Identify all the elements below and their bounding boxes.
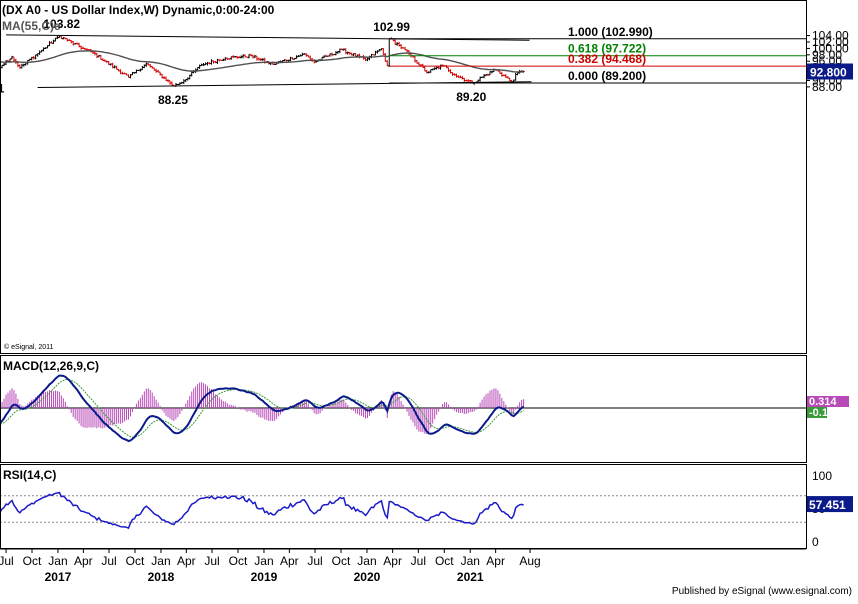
macd-last-value: 0.314 [809, 396, 837, 408]
year-tick-label: 2020 [354, 570, 381, 584]
date-tick-label: Jul [101, 554, 116, 568]
ma-line [1, 50, 524, 73]
macd-signal-line [1, 378, 524, 438]
price-y-tick-label: 88.00 [812, 80, 842, 94]
year-tick-label: 2021 [457, 570, 484, 584]
chart-title: (DX A0 - US Dollar Index,W) Dynamic,0:00… [2, 3, 275, 17]
rsi-y-tick-label: 0 [812, 535, 819, 549]
date-tick-label: Apr [74, 554, 93, 568]
price-annotation: 88.25 [158, 93, 188, 107]
date-tick-label: Apr [383, 554, 402, 568]
rsi-line [1, 491, 524, 530]
date-tick-label: Apr [486, 554, 505, 568]
year-tick-label: 2017 [45, 570, 72, 584]
price-panel [0, 0, 807, 354]
price-series: 1.000 (102.990) 0.618 (97.722)0.382 (94.4… [0, 17, 806, 107]
macd-series [1, 374, 806, 443]
footer-credit: Published by eSignal (www.esignal.com) [671, 586, 852, 597]
price-annotation: 91.91 [0, 81, 5, 95]
year-tick-label: 2019 [251, 570, 278, 584]
date-tick-label: Jul [411, 554, 426, 568]
date-tick-label: Jan [357, 554, 376, 568]
date-tick-label: Oct [332, 554, 351, 568]
macd-panel [0, 355, 807, 463]
price-y-tick-label: 100.00 [812, 41, 849, 55]
macd-badge-bg [807, 396, 849, 407]
rsi-series [1, 491, 806, 530]
date-tick-label: Jan [254, 554, 273, 568]
fib-level-label: 0.000 (89.200) [568, 69, 646, 83]
price-y-tick-label: 98.00 [812, 48, 842, 62]
macd-title: MACD(12,26,9,C) [3, 359, 99, 373]
rsi-y-tick-label: 100 [812, 469, 832, 483]
price-annotation: 103.82 [43, 17, 80, 31]
date-tick-label: Jul [204, 554, 219, 568]
date-tick-label: Aug [519, 554, 540, 568]
date-tick-label: Jul [0, 554, 14, 568]
date-tick-label: Jan [461, 554, 480, 568]
date-tick-label: Jul [307, 554, 322, 568]
rsi-badge [807, 496, 853, 513]
signal-last-value: -0.1 [809, 407, 828, 419]
price-annotation: 89.20 [456, 90, 486, 104]
fib-level-label: 0.618 (97.722) [568, 42, 646, 56]
date-tick-label: Jan [48, 554, 67, 568]
last-price-value: 92.800 [810, 65, 847, 79]
year-tick-label: 2018 [148, 570, 175, 584]
date-tick-label: Oct [126, 554, 145, 568]
price-y-tick-label: 104.00 [812, 29, 849, 43]
last-price-badge [807, 63, 853, 80]
date-tick-label: Oct [435, 554, 454, 568]
rsi-panel [0, 464, 807, 549]
trendline [6, 34, 530, 41]
date-tick-label: Apr [280, 554, 299, 568]
date-tick-label: Oct [229, 554, 248, 568]
copyright-text: © eSignal, 2011 [4, 343, 54, 351]
signal-badge-bg [807, 407, 827, 418]
macd-line [1, 374, 525, 443]
fib-level-label: 1.000 (102.990) [568, 25, 653, 39]
rsi-last-value: 57.451 [809, 498, 846, 512]
date-tick-label: Oct [23, 554, 42, 568]
date-tick-label: Apr [177, 554, 196, 568]
price-y-tick-label: 102.00 [812, 35, 849, 49]
rsi-title: RSI(14,C) [3, 468, 56, 482]
date-tick-label: Jan [151, 554, 170, 568]
ma-label: MA(55,C)e [2, 19, 61, 33]
fib-level-label: 0.382 (94.468) [568, 52, 646, 66]
price-annotation: 102.99 [373, 20, 410, 34]
